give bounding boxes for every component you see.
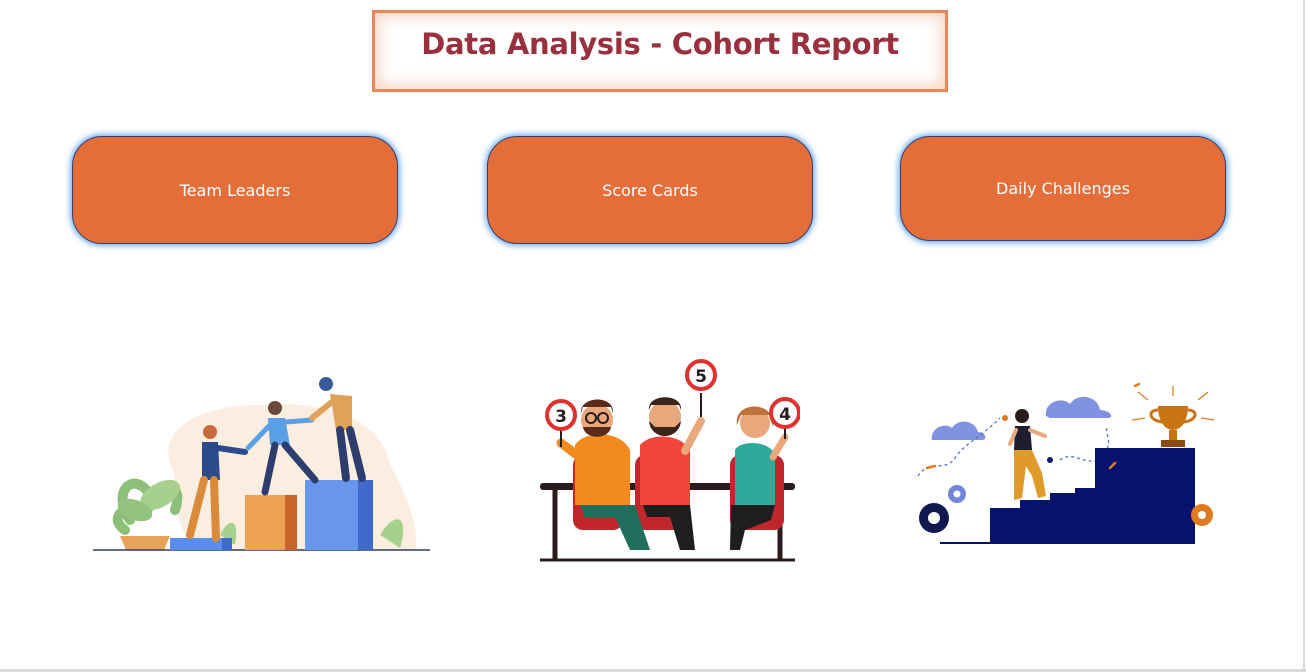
team-leaders-button[interactable]: Team Leaders [72,136,398,244]
score-cards-illustration: 3 5 4 [540,359,800,562]
score-cards-button[interactable]: Score Cards [487,136,813,244]
window-bottom-edge [0,669,1306,672]
daily-challenges-button[interactable]: Daily Challenges [900,136,1226,241]
report-title-box: Data Analysis - Cohort Report [372,10,948,92]
score-sign-3: 3 [555,407,567,427]
daily-challenges-illustration [917,382,1215,544]
window-right-edge [1303,0,1305,672]
report-title: Data Analysis - Cohort Report [421,27,899,61]
score-sign-4: 4 [779,405,791,425]
team-leaders-illustration [93,377,430,551]
score-sign-5: 5 [695,367,707,387]
